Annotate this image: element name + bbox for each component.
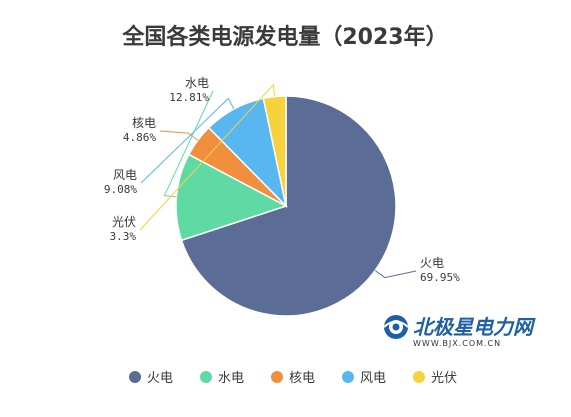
legend-marker-0	[129, 371, 141, 383]
legend-marker-3	[342, 371, 354, 383]
leader-line-3	[140, 97, 235, 184]
legend-label-4: 光伏	[431, 371, 457, 386]
legend-item-2[interactable]: 核电	[271, 371, 315, 386]
legend-label-2: 核电	[289, 371, 315, 386]
legend-item-1[interactable]: 水电	[200, 371, 244, 386]
slice-label-value-0: 69.95%	[420, 271, 460, 284]
slice-label-name-0: 火电	[420, 256, 444, 270]
slice-label-name-4: 光伏	[112, 215, 136, 229]
leader-line-2	[159, 130, 199, 141]
slice-label-value-1: 12.81%	[169, 91, 209, 104]
legend-marker-4	[413, 371, 425, 383]
leader-line-4	[139, 83, 276, 231]
legend-item-4[interactable]: 光伏	[413, 371, 457, 386]
slice-label-value-4: 3.3%	[110, 230, 137, 243]
legend-item-3[interactable]: 风电	[342, 371, 386, 386]
legend-label-3: 风电	[360, 371, 386, 386]
slice-label-name-1: 水电	[185, 76, 209, 90]
legend-marker-1	[200, 371, 212, 383]
pie-slices	[175, 95, 397, 317]
chart-legend: 火电 水电 核电 风电 光伏	[129, 371, 457, 386]
legend-marker-2	[271, 371, 283, 383]
leader-line-0	[374, 270, 417, 279]
slice-label-name-3: 风电	[113, 168, 137, 182]
leader-line-1	[163, 90, 214, 198]
slice-label-value-3: 9.08%	[104, 183, 137, 196]
chart-title: 全国各类电源发电量（2023年）	[121, 24, 447, 50]
legend-label-0: 火电	[147, 371, 173, 386]
brand-logo-icon	[383, 315, 409, 339]
watermark-url: WWW.BJX.COM.CN	[413, 339, 501, 348]
watermark: 北极星电力网 WWW.BJX.COM.CN	[383, 315, 536, 348]
legend-item-0[interactable]: 火电	[129, 371, 173, 386]
legend-label-1: 水电	[218, 371, 244, 386]
watermark-brand: 北极星电力网	[413, 315, 536, 339]
pie-slice-1	[175, 153, 288, 242]
slice-label-name-2: 核电	[132, 116, 156, 130]
slice-label-value-2: 4.86%	[123, 131, 156, 144]
